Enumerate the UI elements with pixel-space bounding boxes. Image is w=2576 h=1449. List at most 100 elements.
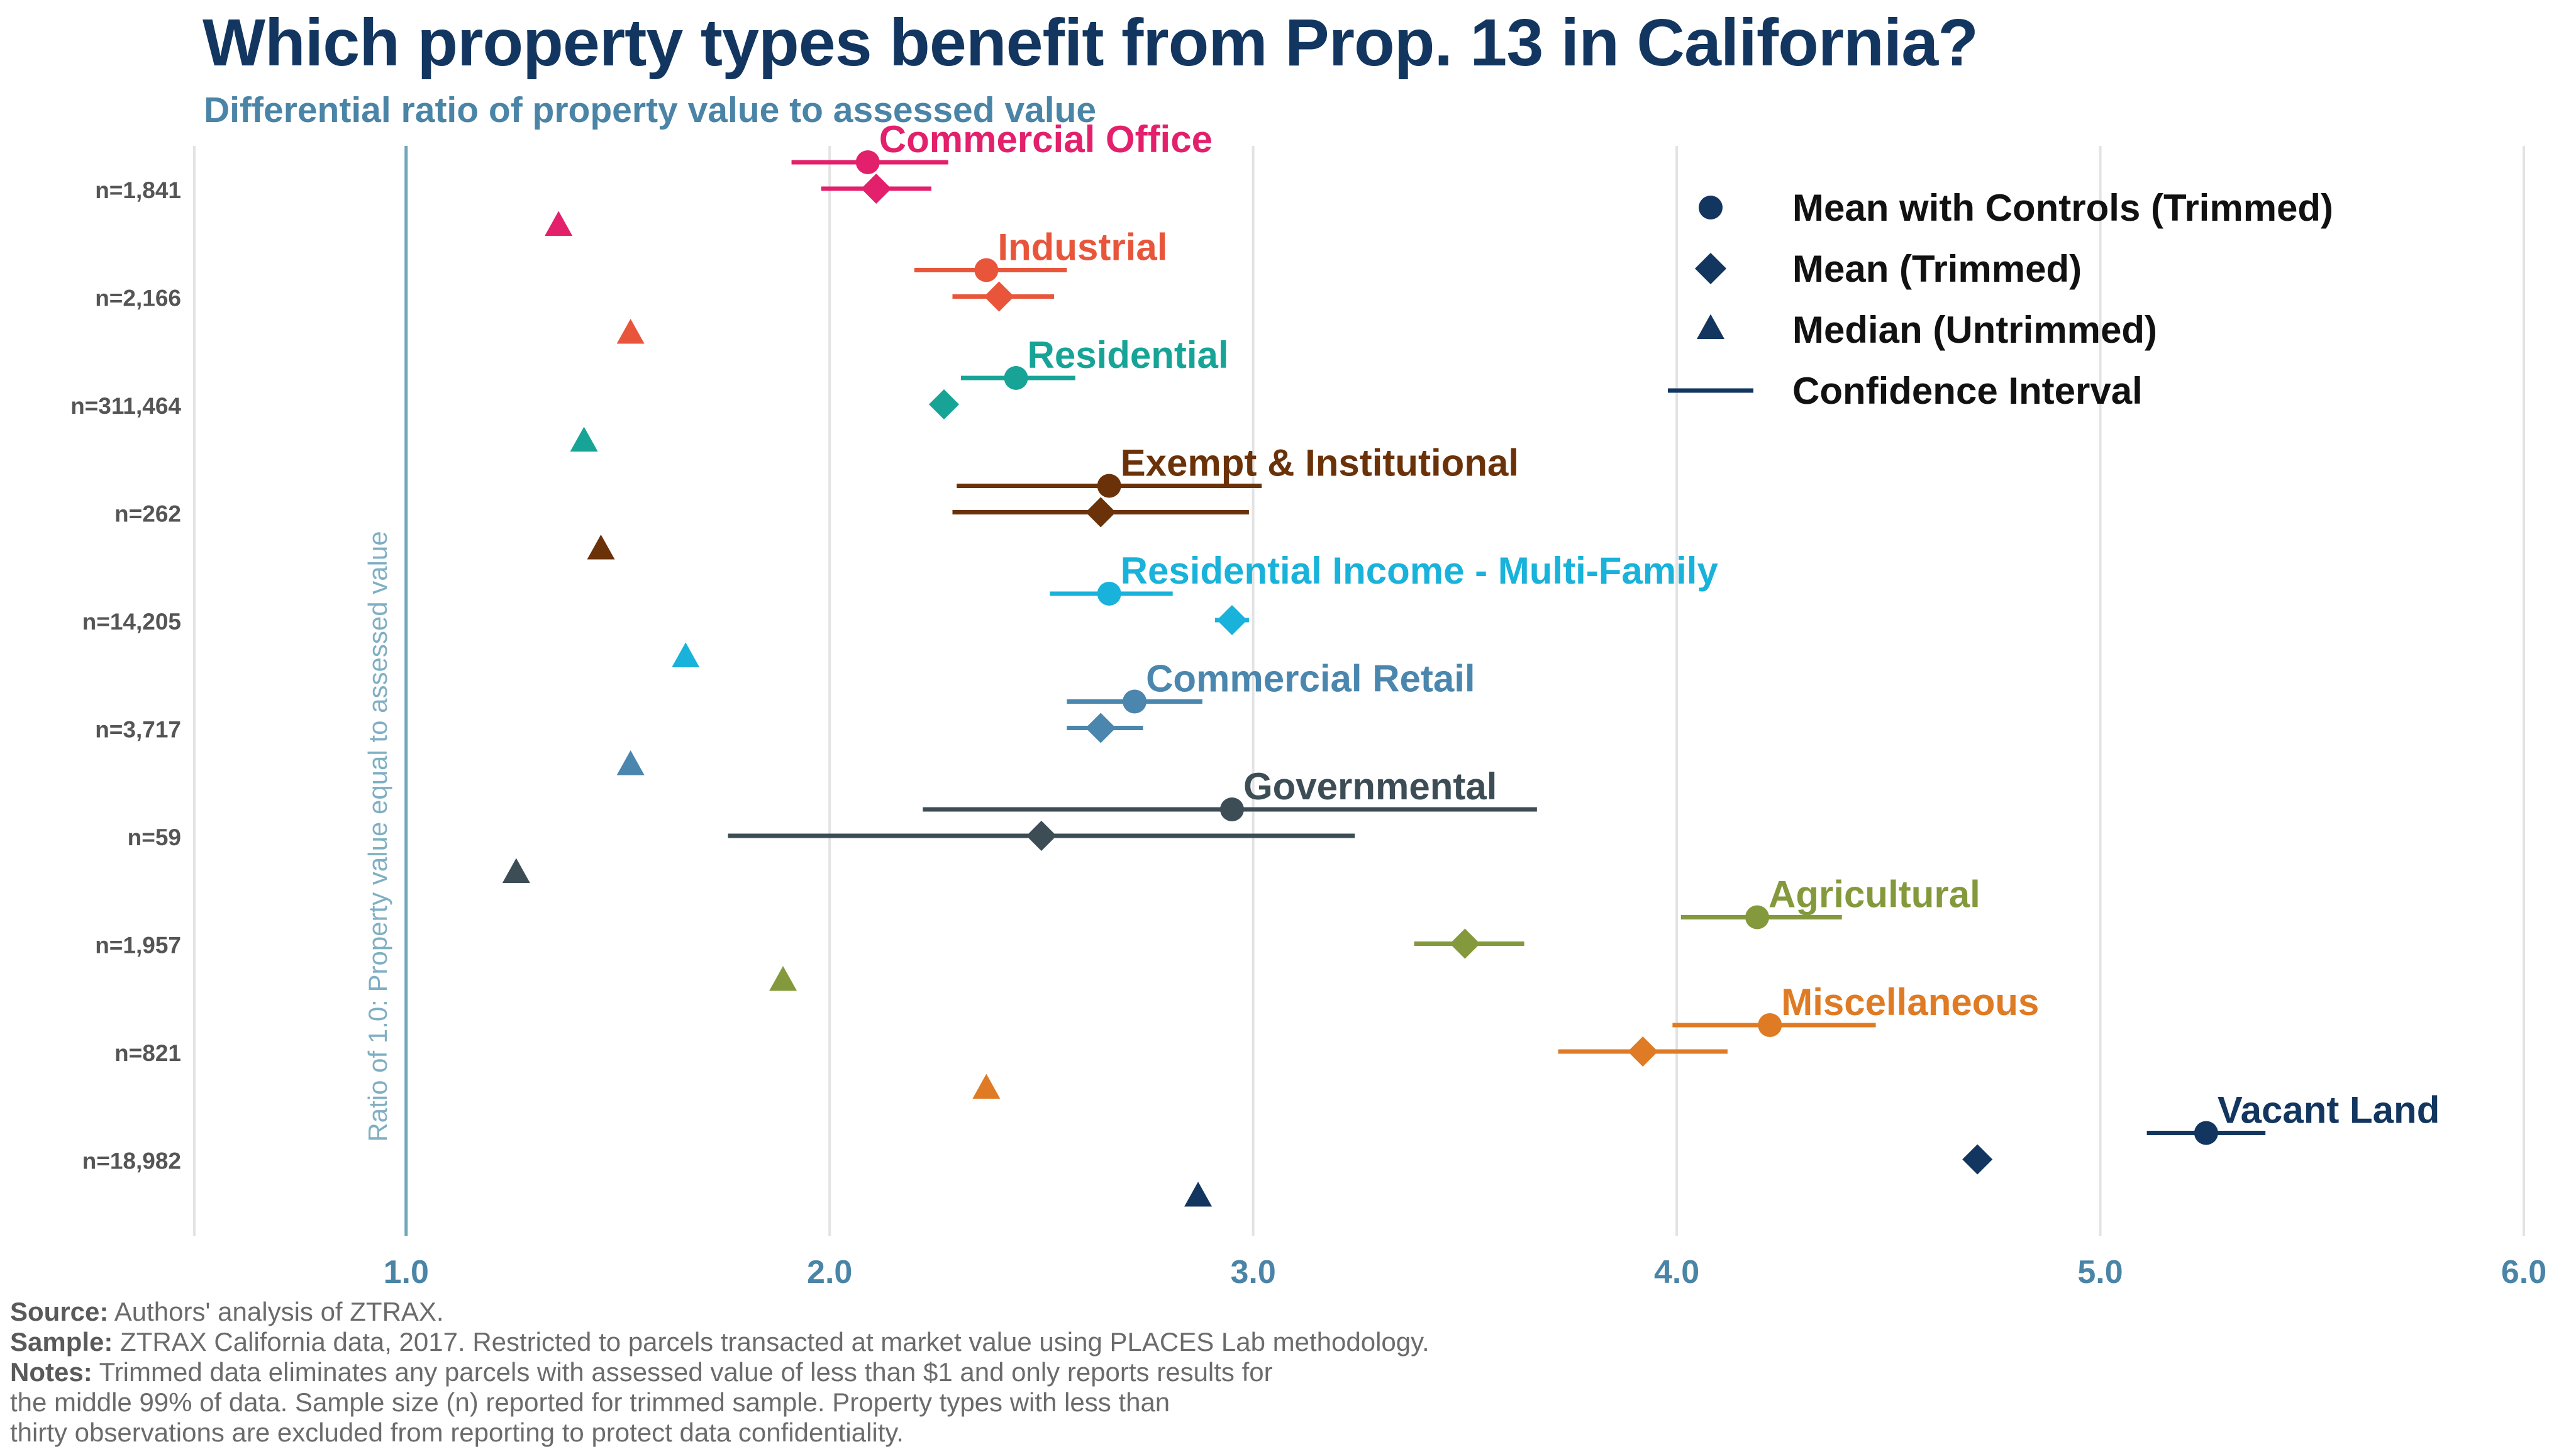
footnote-notes-text-2: the middle 99% of data. Sample size (n) … <box>10 1387 1170 1417</box>
mean-point <box>984 281 1014 312</box>
mean-point <box>1450 928 1480 959</box>
median-point <box>502 858 530 884</box>
mean-with-controls-point <box>1219 797 1244 821</box>
median-point <box>587 534 615 560</box>
category-label: Agricultural <box>1768 874 1980 916</box>
legend-label: Mean with Controls (Trimmed) <box>1792 187 2333 229</box>
footnote-sample: Sample: ZTRAX California data, 2017. Res… <box>10 1327 1430 1357</box>
median-point <box>570 426 598 452</box>
category-residential-income-multi-family: Residential Income - Multi-Family <box>672 550 1719 668</box>
median-point <box>972 1074 1001 1099</box>
data-marks: Commercial Office Industrial Residential Ex… <box>502 118 2440 1207</box>
mean-with-controls-point <box>1097 474 1121 498</box>
x-tick-label: 5.0 <box>2077 1254 2123 1291</box>
legend-label: Median (Untrimmed) <box>1792 309 2157 351</box>
sample-size-label: n=3,717 <box>95 717 181 743</box>
mean-with-controls-point <box>1097 582 1121 606</box>
category-miscellaneous: Miscellaneous <box>972 981 2039 1099</box>
legend-item-diamond: Mean (Trimmed) <box>1695 248 2082 290</box>
footnote-notes-key: Notes: <box>10 1357 92 1387</box>
category-label: Exempt & Institutional <box>1121 442 1519 484</box>
mean-point <box>861 174 892 204</box>
footnote-notes: Notes: Trimmed data eliminates any parce… <box>10 1357 1430 1387</box>
category-vacant-land: Vacant Land <box>1184 1089 2440 1207</box>
sample-size-label: n=59 <box>128 824 181 850</box>
category-agricultural: Agricultural <box>769 874 1980 991</box>
median-point <box>769 965 797 991</box>
category-label: Industrial <box>997 226 1167 269</box>
legend-item-triangle: Median (Untrimmed) <box>1697 309 2157 351</box>
legend-diamond-icon <box>1695 253 1726 284</box>
median-point <box>545 211 573 236</box>
median-point <box>672 642 700 668</box>
chart-subtitle: Differential ratio of property value to … <box>204 90 1097 130</box>
sample-size-label: n=18,982 <box>82 1148 181 1174</box>
sample-size-label: n=14,205 <box>82 609 181 635</box>
category-label: Miscellaneous <box>1781 981 2039 1023</box>
mean-with-controls-point <box>1004 366 1028 390</box>
mean-point <box>1216 605 1247 635</box>
footnote-notes-cont-2: thirty observations are excluded from re… <box>10 1418 1430 1448</box>
footnotes: Source: Authors' analysis of ZTRAX. Samp… <box>10 1297 1430 1448</box>
category-label: Commercial Office <box>879 118 1213 160</box>
median-point <box>616 750 645 775</box>
legend: Mean with Controls (Trimmed) Mean (Trimme… <box>1668 187 2333 412</box>
category-label: Residential <box>1028 334 1229 376</box>
mean-point <box>1085 497 1116 528</box>
category-residential: Residential <box>570 334 1229 452</box>
sample-size-label: n=311,464 <box>70 393 181 419</box>
reference-line-label: Ratio of 1.0: Property value equal to as… <box>363 531 392 1141</box>
mean-with-controls-point <box>974 258 999 282</box>
category-commercial-office: Commercial Office <box>545 118 1213 236</box>
category-exempt-institutional: Exempt & Institutional <box>587 442 1519 560</box>
x-tick-label: 1.0 <box>384 1254 429 1291</box>
mean-point <box>1026 821 1057 851</box>
sample-size-label: n=821 <box>114 1040 181 1066</box>
footnote-notes-text-1: Trimmed data eliminates any parcels with… <box>92 1357 1273 1387</box>
category-industrial: Industrial <box>616 226 1167 344</box>
sample-size-label: n=262 <box>114 501 181 527</box>
mean-point <box>1085 713 1116 743</box>
mean-with-controls-point <box>1745 905 1770 930</box>
y-axis-sample-size-labels: n=1,841 n=2,166 n=311,464 n=262 n=14,205 n=3,… <box>70 177 181 1174</box>
sample-size-label: n=2,166 <box>95 286 181 311</box>
gridlines <box>193 146 2525 1236</box>
footnote-source: Source: Authors' analysis of ZTRAX. <box>10 1297 1430 1327</box>
mean-point <box>1962 1144 1993 1175</box>
category-commercial-retail: Commercial Retail <box>616 658 1475 775</box>
footnote-sample-key: Sample: <box>10 1327 113 1357</box>
footnote-notes-text-3: thirty observations are excluded from re… <box>10 1418 904 1447</box>
category-label: Vacant Land <box>2218 1089 2440 1131</box>
legend-circle-icon <box>1699 196 1723 219</box>
x-tick-label: 3.0 <box>1230 1254 1275 1291</box>
footnote-sample-text: ZTRAX California data, 2017. Restricted … <box>113 1327 1430 1357</box>
sample-size-label: n=1,957 <box>95 933 181 958</box>
median-point <box>1184 1181 1213 1207</box>
footnote-source-text: Authors' analysis of ZTRAX. <box>108 1297 444 1326</box>
x-tick-label: 6.0 <box>2501 1254 2546 1291</box>
mean-point <box>929 389 960 419</box>
legend-item-line: Confidence Interval <box>1668 370 2143 412</box>
mean-with-controls-point <box>1758 1013 1782 1037</box>
mean-with-controls-point <box>855 150 880 174</box>
footnote-notes-cont-1: the middle 99% of data. Sample size (n) … <box>10 1387 1430 1418</box>
category-label: Commercial Retail <box>1146 658 1475 700</box>
mean-point <box>1628 1036 1658 1067</box>
legend-label: Confidence Interval <box>1792 370 2143 412</box>
legend-label: Mean (Trimmed) <box>1792 248 2082 290</box>
reference-line-group: Ratio of 1.0: Property value equal to as… <box>363 146 408 1236</box>
x-tick-label: 4.0 <box>1654 1254 1699 1291</box>
footnote-source-key: Source: <box>10 1297 109 1326</box>
category-governmental: Governmental <box>502 765 1537 884</box>
category-label: Residential Income - Multi-Family <box>1121 550 1719 592</box>
sample-size-label: n=1,841 <box>95 177 181 203</box>
mean-with-controls-point <box>2194 1121 2218 1145</box>
mean-with-controls-point <box>1123 689 1147 714</box>
median-point <box>616 318 645 344</box>
chart-title: Which property types benefit from Prop. … <box>203 6 1979 80</box>
x-tick-label: 2.0 <box>807 1254 852 1291</box>
legend-triangle-icon <box>1697 314 1724 340</box>
category-label: Governmental <box>1243 765 1497 808</box>
x-axis-tick-labels: 1.0 2.0 3.0 4.0 5.0 6.0 <box>384 1254 2547 1291</box>
